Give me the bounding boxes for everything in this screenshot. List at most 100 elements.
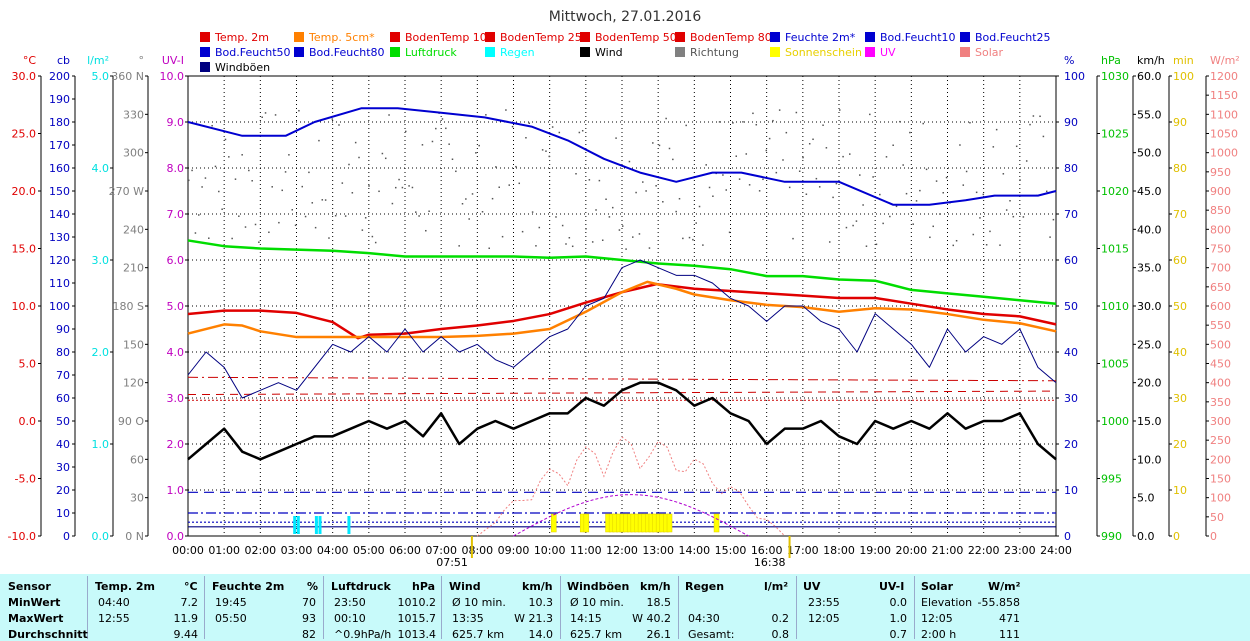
- direction-point: [862, 204, 864, 206]
- direction-point: [675, 210, 677, 213]
- stats-header-press-unit: hPa: [412, 580, 436, 593]
- direction-point: [625, 248, 627, 250]
- direction-point: [762, 178, 764, 181]
- legend-label: UV: [880, 46, 896, 59]
- legend-item: Wind: [580, 46, 623, 59]
- stats-header-solar-unit: W/m²: [988, 580, 1021, 593]
- rain-axis-tick-label: 3.0: [92, 254, 110, 267]
- legend-item: BodenTemp 50: [580, 31, 677, 44]
- direction-point: [551, 126, 554, 128]
- stats-cell-rain-t: 04:30: [688, 612, 720, 625]
- legend-item: Solar: [960, 46, 1003, 59]
- direction-point: [188, 179, 190, 182]
- direction-point: [448, 143, 450, 145]
- direction-point: [622, 225, 624, 227]
- x-tick-label: 16:00: [751, 544, 783, 557]
- direction-point: [531, 211, 534, 213]
- direction-axis-tick-label: 90 O: [118, 415, 144, 428]
- direction-point: [702, 244, 704, 246]
- direction-point: [588, 179, 591, 181]
- direction-point: [925, 168, 928, 171]
- direction-point: [468, 218, 470, 220]
- legend-swatch: [200, 32, 210, 42]
- direction-point: [685, 124, 687, 127]
- x-tick-label: 03:00: [281, 544, 313, 557]
- wind-axis-tick-label: 60.0: [1137, 70, 1162, 83]
- direction-point: [521, 230, 524, 233]
- direction-point: [628, 160, 631, 163]
- x-tick-label: 00:00: [172, 544, 204, 557]
- stats-cell-uv-v: 0.0: [889, 596, 908, 609]
- cb-axis-tick-label: 150: [49, 185, 70, 198]
- solar-axis-tick-label: 700: [1210, 262, 1231, 275]
- direction-point: [642, 181, 644, 183]
- legend-label: Feuchte 2m*: [785, 31, 856, 44]
- direction-point: [258, 241, 260, 243]
- direction-point: [555, 216, 557, 218]
- legend-swatch: [675, 32, 685, 42]
- statistics-panel: Sensor Temp. 2m °C Feuchte 2m % Luftdruc…: [0, 574, 1250, 641]
- stats-header-sensor: Sensor: [8, 580, 51, 593]
- stats-header-rain: Regen: [685, 580, 725, 593]
- direction-point: [558, 131, 561, 134]
- legend-label: Bod.Feucht25: [975, 31, 1051, 44]
- temp-axis-tick-label: 30.0: [12, 70, 37, 83]
- solar-axis-tick-label: 1000: [1210, 147, 1238, 160]
- direction-point: [979, 217, 981, 219]
- direction-point: [1005, 209, 1008, 211]
- wind-axis-tick-label: 55.0: [1137, 108, 1162, 121]
- direction-point: [1009, 200, 1011, 202]
- x-tick-label: 04:00: [317, 544, 349, 557]
- direction-point: [408, 185, 410, 187]
- wind-axis-tick-label: 5.0: [1137, 492, 1155, 505]
- cb-axis-tick-label: 90: [56, 323, 70, 336]
- solar-axis-tick-label: 350: [1210, 396, 1231, 409]
- temp-axis-tick-label: 20.0: [12, 185, 37, 198]
- x-tick-label: 12:00: [606, 544, 638, 557]
- direction-point: [655, 185, 657, 187]
- direction-point: [635, 191, 637, 194]
- direction-point: [214, 165, 217, 168]
- solar-axis-tick-label: 1150: [1210, 89, 1238, 102]
- legend-swatch: [294, 47, 304, 57]
- direction-point: [605, 198, 607, 201]
- direction-point: [992, 146, 995, 148]
- direction-point: [842, 155, 844, 158]
- direction-point: [945, 176, 948, 179]
- x-tick-label: 23:00: [1004, 544, 1036, 557]
- cb-axis-tick-label: 70: [56, 369, 70, 382]
- humidity-axis-tick-label: 90: [1064, 116, 1078, 129]
- legend-item: Bod.Feucht80: [294, 46, 385, 59]
- direction-point: [959, 144, 961, 146]
- direction-point: [755, 123, 758, 126]
- minutes-axis-unit: min: [1173, 54, 1194, 67]
- rain-axis-unit: l/m²: [87, 54, 109, 67]
- rain-bar: [318, 516, 322, 534]
- stats-header-wind-unit: km/h: [522, 580, 553, 593]
- direction-point: [832, 196, 834, 199]
- direction-point: [745, 153, 748, 155]
- legend-swatch: [675, 47, 685, 57]
- solar-axis-tick-label: 750: [1210, 243, 1231, 256]
- direction-point: [278, 221, 280, 224]
- direction-point: [331, 118, 334, 120]
- direction-axis-tick-label: 120: [123, 377, 144, 390]
- direction-point: [912, 223, 914, 225]
- direction-point: [208, 237, 210, 239]
- sunrise-label: 07:51: [436, 556, 468, 569]
- direction-point: [428, 210, 430, 213]
- uv-line: [513, 494, 749, 537]
- direction-point: [274, 114, 277, 116]
- temp-axis-unit: °C: [23, 54, 37, 67]
- solar-axis-tick-label: 650: [1210, 281, 1231, 294]
- direction-point: [982, 193, 985, 196]
- direction-point: [445, 127, 447, 130]
- x-tick-label: 19:00: [859, 544, 891, 557]
- wind-axis-tick-label: 25.0: [1137, 338, 1162, 351]
- direction-point: [1045, 190, 1048, 193]
- direction-point: [805, 193, 808, 195]
- x-tick-label: 24:00: [1040, 544, 1072, 557]
- direction-point: [772, 119, 774, 122]
- direction-point: [391, 202, 394, 205]
- legend-item: BodenTemp 10: [390, 31, 487, 44]
